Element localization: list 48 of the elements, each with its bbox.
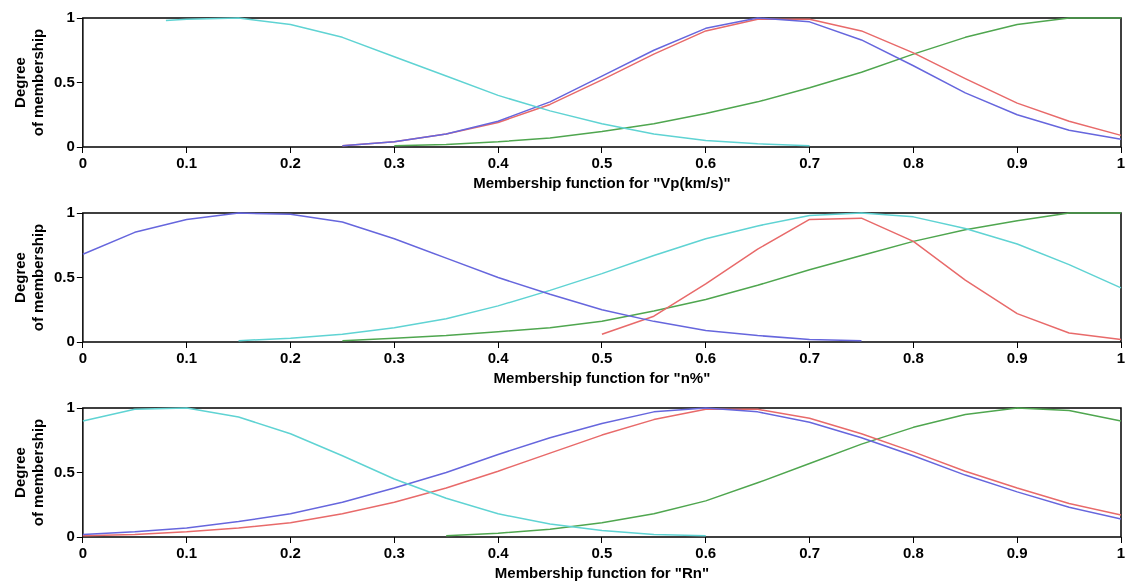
x-tick-label: 0.8 (902, 154, 924, 172)
y-axis-title: Degree of membership (11, 28, 47, 137)
x-tick-label: 0.4 (487, 154, 510, 172)
x-tick-label: 0.6 (695, 154, 717, 172)
x-tick-label: 0.5 (591, 154, 613, 172)
y-tick-label: 0.5 (53, 462, 75, 480)
x-tick-label: 0.3 (383, 154, 405, 172)
y-tick-label: 0 (66, 332, 75, 350)
y-tick-label: 0.5 (53, 267, 75, 285)
x-tick-label: 0.3 (383, 349, 405, 367)
x-tick-label: 1 (1116, 544, 1126, 562)
x-tick-label: 0.1 (176, 349, 198, 367)
y-axis-title: Degree of membership (11, 418, 47, 527)
x-tick-label: 0.5 (591, 349, 613, 367)
y-tick-label: 0 (66, 527, 75, 545)
x-axis-title: Membership function for "Vp(km/s)" (473, 174, 731, 192)
x-tick-label: 0.1 (176, 154, 198, 172)
x-tick-label: 0.7 (799, 154, 820, 172)
x-tick-label: 0.2 (280, 154, 301, 172)
x-tick-label: 0.8 (902, 544, 924, 562)
x-tick-label: 1 (1116, 154, 1126, 172)
y-tick-label: 0.5 (53, 72, 75, 90)
x-tick-label: 0.1 (176, 544, 198, 562)
x-tick-label: 0.4 (487, 349, 510, 367)
x-tick-label: 1 (1116, 349, 1126, 367)
x-tick-label: 0 (78, 544, 88, 562)
y-tick-label: 1 (66, 8, 75, 26)
x-tick-label: 0.9 (1006, 544, 1028, 562)
x-tick-label: 0.8 (902, 349, 924, 367)
x-tick-label: 0.3 (383, 544, 405, 562)
x-tick-label: 0.2 (280, 544, 301, 562)
x-tick-label: 0.6 (695, 544, 717, 562)
x-tick-label: 0.7 (799, 349, 820, 367)
x-tick-label: 0.5 (591, 544, 613, 562)
x-tick-label: 0.2 (280, 349, 301, 367)
y-tick-label: 1 (66, 398, 75, 416)
x-tick-label: 0.7 (799, 544, 820, 562)
x-tick-label: 0.9 (1006, 349, 1028, 367)
x-axis-title: Membership function for "n%" (493, 369, 711, 387)
x-tick-label: 0.4 (487, 544, 510, 562)
y-tick-label: 1 (66, 203, 75, 221)
x-tick-label: 0 (78, 154, 88, 172)
x-axis-title: Membership function for "Rn" (494, 564, 710, 582)
x-tick-label: 0 (78, 349, 88, 367)
x-tick-label: 0.9 (1006, 154, 1028, 172)
y-axis-title: Degree of membership (11, 223, 47, 332)
x-tick-label: 0.6 (695, 349, 717, 367)
y-tick-label: 0 (66, 137, 75, 155)
